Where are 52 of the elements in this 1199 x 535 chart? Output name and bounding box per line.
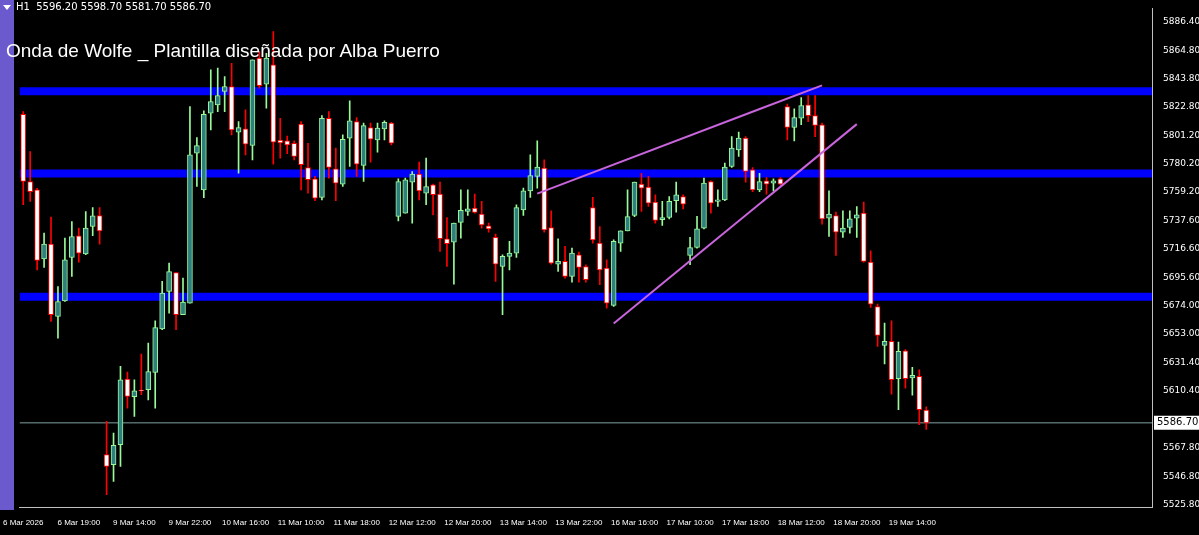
y-tick-label: 5716.60 [1163,243,1199,254]
y-tick-label: 5886.40 [1163,16,1199,27]
y-tick-label: 5843.80 [1163,73,1199,84]
y-tick-label: 5780.20 [1163,158,1199,169]
candlestick [409,171,416,224]
candlestick [659,201,666,226]
x-tick-label: 19 Mar 14:00 [888,518,937,528]
y-tick-label: 5695.60 [1163,271,1199,282]
x-tick-label: 13 Mar 22:00 [555,518,604,528]
x-tick-label: 12 Mar 20:00 [444,518,492,528]
x-tick-label: 18 Mar 12:00 [777,518,826,528]
x-tick-label: 10 Mar 16:00 [221,518,270,528]
y-tick-label: 5674.00 [1163,300,1199,311]
candlestick [27,151,34,202]
y-tick-label: 5737.60 [1163,215,1199,226]
candlestick [194,137,200,187]
y-tick-label: 5864.80 [1163,45,1199,56]
candlestick [221,76,228,112]
candlestick [138,353,145,396]
x-tick-label: 9 Mar 14:00 [113,518,157,528]
x-tick-label: 12 Mar 12:00 [388,518,437,528]
candlestick [534,140,541,189]
chart-title: H1 5596.20 5598.70 5581.70 5586.70 [16,1,212,12]
y-tick-label: 5653.00 [1163,328,1199,339]
candlestick [812,95,818,137]
candlestick [214,67,221,112]
x-tick-label: 17 Mar 10:00 [666,518,715,528]
x-tick-label: 11 Mar 18:00 [333,518,381,528]
y-tick-label: 5525.80 [1163,498,1199,509]
y-tick-label: 5567.80 [1163,442,1199,453]
y-tick-label: 5546.80 [1163,470,1199,481]
candlestick [853,206,860,238]
candlestick [715,189,721,207]
x-tick-label: 6 Mar 19:00 [57,518,101,528]
x-tick-label: 9 Mar 22:00 [168,518,212,528]
y-tick-label: 5822.80 [1163,101,1199,112]
x-tick-label: 13 Mar 14:00 [499,518,548,528]
candlestick [444,217,450,267]
candlestick [207,69,214,131]
y-tick-label: 5631.40 [1163,357,1199,368]
x-tick-label: 17 Mar 18:00 [722,518,770,528]
y-tick-label: 5610.40 [1163,385,1199,396]
candlestick [673,181,680,213]
x-tick-label: 11 Mar 10:00 [277,518,325,528]
x-tick-label: 6 Mar 2026 [3,518,45,528]
candlestick [464,189,471,216]
candlestick [423,157,429,206]
x-tick-label: 16 Mar 16:00 [610,518,659,528]
y-tick-label: 5759.20 [1163,186,1199,197]
x-tick-label: 18 Mar 20:00 [833,518,881,528]
ref-line-label: 5586.70 [1157,416,1199,428]
y-tick-label: 5801.20 [1163,130,1199,141]
